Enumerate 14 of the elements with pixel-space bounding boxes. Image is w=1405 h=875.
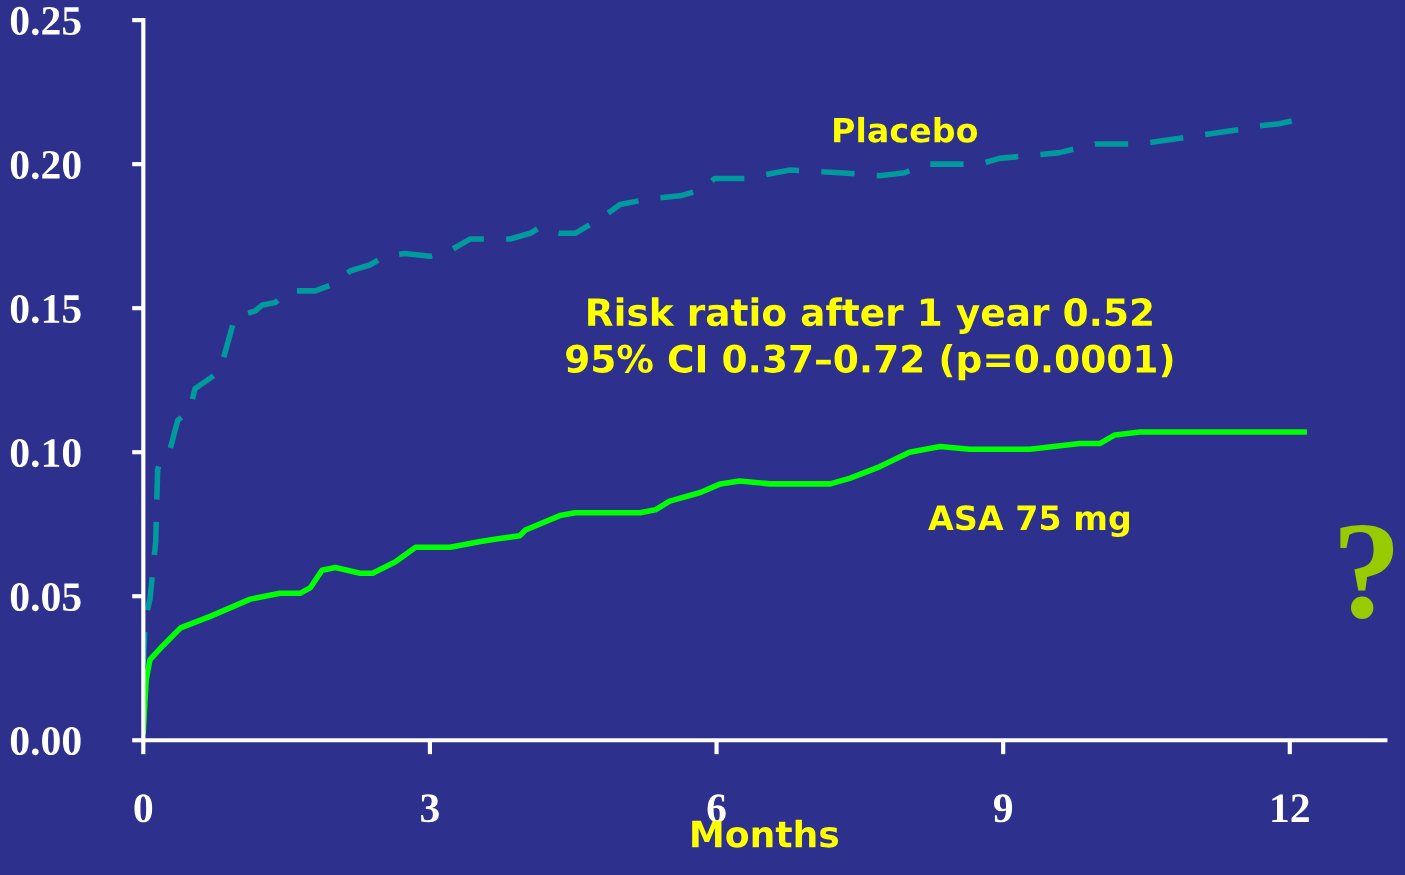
y-tick-label: 0.20 (10, 150, 81, 180)
y-tick-label: 0.00 (10, 727, 81, 756)
y-tick-label: 0.25 (10, 6, 81, 36)
x-tick-label: 3 (421, 794, 439, 823)
y-tick-label: 0.10 (10, 438, 81, 468)
annotation: Risk ratio after 1 year 0.52 95% CI 0.37–0.72 (p=0.0001) (566, 297, 1173, 381)
x-tick-label: 12 (1272, 794, 1309, 822)
y-tick-label: 0.15 (10, 294, 81, 324)
series-label: Placebo (834, 116, 978, 143)
x-tick-label: 0 (134, 794, 153, 823)
x-tick-label: 9 (993, 794, 1013, 823)
series-label: ASA 75 mg (928, 505, 1130, 538)
y-tick-label: 0.05 (10, 582, 81, 612)
annotation: ? (1340, 525, 1394, 620)
